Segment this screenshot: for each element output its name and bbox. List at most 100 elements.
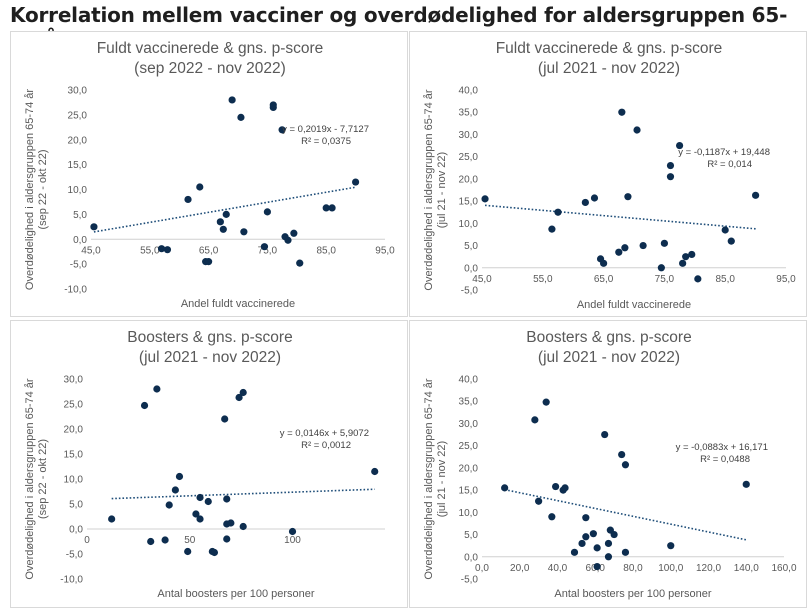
data-point (161, 536, 169, 544)
trendline (504, 488, 747, 541)
x-axis-label: Andel fuldt vaccinerede (181, 298, 295, 310)
data-point (328, 204, 336, 212)
y-tick-label: 15,0 (459, 197, 479, 208)
data-point (604, 539, 613, 548)
trendline-equation: y = 0,2019x - 7,7127 (282, 124, 369, 135)
y-tick-label: 25,0 (68, 110, 88, 121)
trendline-equation: y = 0,0146x + 5,9072 (280, 428, 369, 439)
y-tick-label: 30,0 (459, 130, 479, 141)
y-axis-label: Overdødelighed i aldersgruppen 65-74 år (423, 89, 435, 291)
data-point (660, 239, 668, 247)
data-point (535, 497, 543, 505)
data-point (210, 548, 219, 557)
y-tick-label: -5,0 (66, 550, 84, 561)
y-tick-label: 5,0 (464, 241, 478, 252)
y-tick-label: -5,0 (70, 260, 88, 271)
data-point (633, 126, 641, 134)
data-point (284, 236, 292, 244)
r-squared-label: R² = 0,0488 (700, 454, 750, 465)
data-point (682, 253, 690, 261)
data-point (205, 258, 213, 266)
y-tick-label: -5,0 (461, 575, 479, 586)
data-point (582, 533, 590, 541)
data-point (618, 108, 626, 116)
x-tick-label: 55,0 (533, 274, 553, 285)
data-point (721, 226, 729, 234)
data-point (239, 522, 247, 531)
chart-panel-2: Fuldt vaccinerede & gns. p-score (jul 202… (409, 31, 807, 317)
y-tick-label: 35,0 (459, 108, 479, 119)
data-point (581, 198, 589, 207)
y-tick-label: 30,0 (64, 375, 84, 386)
data-point (604, 553, 613, 561)
data-point (666, 173, 675, 181)
y-tick-label: 0,0 (73, 235, 87, 246)
data-point (554, 208, 562, 216)
x-tick-label: 100 (284, 535, 301, 546)
data-point (688, 250, 696, 259)
data-point (175, 472, 184, 481)
chart-title: Fuldt vaccinerede & gns. p-score (97, 40, 324, 57)
data-point (371, 467, 379, 476)
data-point (196, 515, 204, 523)
y-axis-label-period: (jul 21 - nov 22) (436, 152, 448, 228)
chart-subtitle: (sep 2022 - nov 2022) (134, 60, 286, 77)
data-point (615, 248, 623, 256)
chart-panel-3: Boosters & gns. p-score (jul 2021 - nov 2… (10, 320, 408, 608)
y-tick-label: 10,0 (459, 219, 479, 230)
scatter-chart-2: Fuldt vaccinerede & gns. p-score (jul 202… (423, 40, 796, 311)
data-point (223, 535, 231, 543)
data-point (235, 393, 243, 402)
chart-panel-1: Fuldt vaccinerede & gns. p-score (sep 202… (10, 31, 408, 317)
y-tick-label: -5,0 (461, 286, 479, 297)
x-tick-label: 95,0 (375, 245, 395, 256)
chart-title: Boosters & gns. p-score (127, 329, 292, 346)
trendline (111, 488, 375, 500)
chart-subtitle: (jul 2021 - nov 2022) (538, 349, 680, 366)
x-tick-label: 80,0 (623, 563, 643, 574)
data-point (237, 113, 245, 121)
data-point (501, 484, 509, 492)
data-point (184, 195, 192, 204)
data-point (593, 562, 601, 571)
y-tick-label: 15,0 (68, 160, 88, 171)
y-tick-label: 0,0 (464, 263, 478, 274)
data-point (278, 126, 286, 134)
data-point (639, 241, 647, 250)
data-point (552, 482, 560, 491)
data-point (610, 530, 618, 539)
trendline-equation: y = -0,1187x + 19,448 (678, 147, 770, 158)
y-tick-label: 20,0 (64, 425, 84, 436)
data-point (578, 539, 586, 548)
data-point (296, 259, 304, 267)
data-point (223, 495, 231, 503)
y-tick-label: 10,0 (459, 508, 479, 519)
y-tick-label: 5,0 (69, 500, 83, 511)
chart-title: Fuldt vaccinerede & gns. p-score (496, 40, 723, 57)
y-axis-label: Overdødelighed i aldersgruppen 65-74 år (24, 378, 36, 580)
y-axis-label: Overdødelighed i aldersgruppen 65-74 år (24, 89, 36, 291)
data-point (192, 510, 200, 518)
x-tick-label: 45,0 (81, 245, 101, 256)
scatter-chart-4: Boosters & gns. p-score (jul 2021 - nov 2… (423, 329, 797, 600)
x-tick-label: 65,0 (594, 274, 614, 285)
y-tick-label: 25,0 (459, 441, 479, 452)
trendline-equation: y = -0,0883x + 16,171 (676, 442, 768, 453)
y-tick-label: 5,0 (464, 530, 478, 541)
data-point (269, 101, 277, 109)
x-tick-label: 45,0 (472, 274, 492, 285)
r-squared-label: R² = 0,0375 (301, 136, 351, 147)
data-point (260, 243, 269, 251)
y-tick-label: 20,0 (459, 174, 479, 185)
data-point (163, 246, 172, 254)
y-tick-label: 30,0 (68, 86, 88, 97)
y-tick-label: 0,0 (69, 525, 83, 536)
chart-subtitle: (jul 2021 - nov 2022) (538, 60, 680, 77)
y-axis-label: Overdødelighed i aldersgruppen 65-74 år (423, 378, 435, 580)
data-point (582, 514, 590, 522)
y-tick-label: 25,0 (64, 400, 84, 411)
r-squared-label: R² = 0,014 (707, 159, 752, 170)
scatter-chart-3: Boosters & gns. p-score (jul 2021 - nov 2… (24, 329, 385, 600)
data-point (165, 501, 173, 509)
data-point (228, 96, 236, 104)
